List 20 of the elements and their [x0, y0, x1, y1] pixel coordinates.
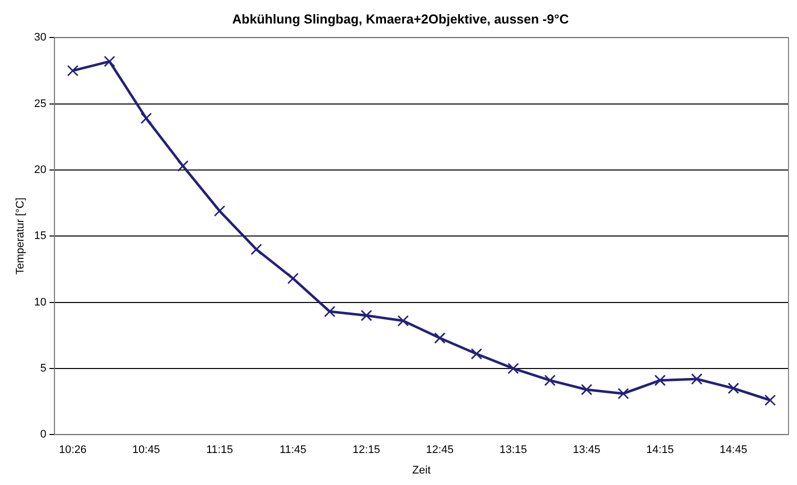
y-tick-label: 20: [34, 164, 46, 176]
x-tick-label: 11:45: [280, 444, 306, 456]
x-tick-label: 12:45: [426, 444, 454, 456]
y-tick-label: 5: [40, 362, 46, 374]
y-tick-label: 15: [34, 230, 46, 242]
x-tick-label: 10:26: [59, 444, 87, 456]
x-axis-title: Zeit: [412, 464, 431, 476]
y-axis-title: Temperatur [°C]: [14, 198, 27, 275]
y-tick-label: 25: [34, 98, 46, 110]
x-tick-label: 13:15: [499, 444, 527, 456]
x-tick-label: 14:15: [646, 444, 674, 456]
x-tick-label: 10:45: [132, 444, 160, 456]
x-tick-label: 12:15: [352, 444, 380, 456]
x-tick-label: 13:45: [572, 444, 600, 456]
y-tick-label: 0: [40, 428, 46, 441]
x-tick-label: 14:45: [720, 444, 748, 456]
y-tick-label: 30: [34, 32, 46, 44]
x-tick-label: 11:15: [206, 444, 233, 456]
chart-title: Abkühlung Slingbag, Kmaera+2Objektive, aussen -9°C: [232, 11, 570, 26]
y-tick-label: 10: [34, 296, 46, 308]
